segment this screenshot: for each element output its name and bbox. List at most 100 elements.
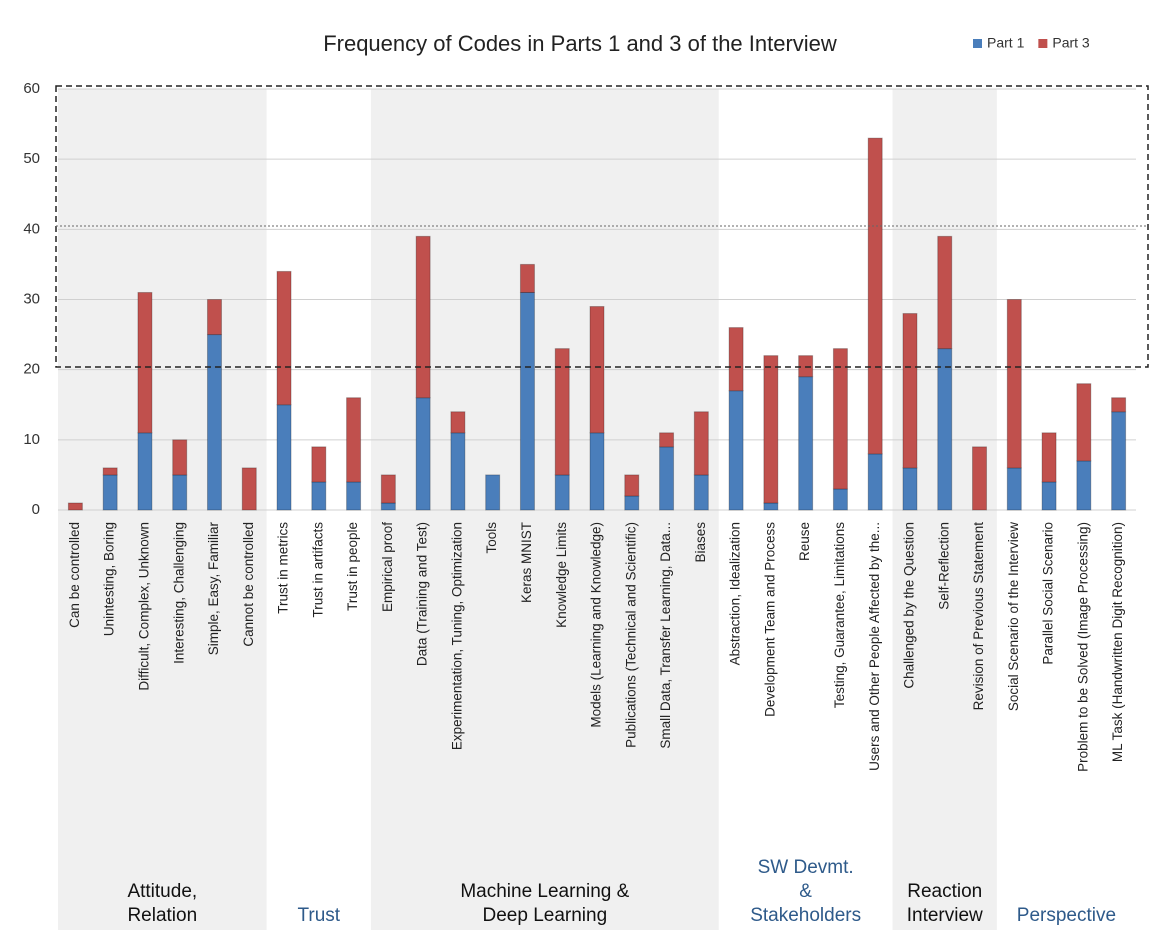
bar-segment bbox=[450, 432, 466, 511]
group-label: Attitude, bbox=[127, 881, 197, 902]
x-tick-label: Simple, Easy, Familiar bbox=[206, 521, 221, 655]
bar-segment bbox=[311, 481, 327, 511]
group-label: Relation bbox=[127, 905, 197, 926]
bar-segment bbox=[832, 488, 848, 511]
bar-segment bbox=[867, 453, 883, 511]
bar-segment bbox=[519, 291, 535, 511]
x-tick-label: Cannot be controlled bbox=[241, 522, 256, 647]
x-tick-label: Tools bbox=[484, 522, 499, 554]
bar-segment bbox=[867, 137, 883, 455]
legend-swatch bbox=[1038, 39, 1048, 48]
y-tick-label: 40 bbox=[23, 220, 40, 237]
bar-segment bbox=[519, 263, 535, 293]
group-label: Interview bbox=[907, 905, 983, 926]
bar-segment bbox=[832, 348, 848, 490]
bar-segment bbox=[798, 355, 814, 378]
legend-label: Part 3 bbox=[1052, 35, 1090, 51]
x-tick-label: Revision of Previous Statement bbox=[971, 522, 986, 711]
group-label: & bbox=[799, 881, 812, 902]
bar-segment bbox=[1111, 411, 1127, 511]
bars bbox=[67, 137, 1127, 511]
bar-segment bbox=[798, 376, 814, 511]
bar-segment bbox=[902, 313, 918, 469]
x-tick-label: Data (Training and Test) bbox=[415, 522, 430, 666]
x-tick-label: Biases bbox=[693, 522, 708, 563]
x-tick-label: Difficult, Complex, Unknown bbox=[136, 522, 151, 691]
bar-segment bbox=[693, 411, 709, 476]
bar-segment bbox=[102, 467, 118, 476]
bar-segment bbox=[1006, 299, 1022, 469]
y-tick-label: 0 bbox=[32, 501, 40, 518]
x-tick-label: Can be controlled bbox=[67, 522, 82, 628]
x-tick-label: Users and Other People Affected by the..… bbox=[867, 522, 882, 771]
y-tick-label: 10 bbox=[23, 431, 40, 448]
bar-segment bbox=[728, 327, 744, 392]
group-label: Stakeholders bbox=[750, 905, 861, 926]
x-tick-label: Interesting, Challenging bbox=[171, 522, 186, 664]
legend: Part 1 Part 3 bbox=[973, 35, 1090, 51]
x-tick-label: Trust in people bbox=[345, 522, 360, 611]
bar-segment bbox=[172, 474, 188, 511]
legend-label: Part 1 bbox=[987, 35, 1025, 51]
bar-segment bbox=[554, 474, 570, 511]
bar-segment bbox=[763, 502, 779, 511]
bar-segment bbox=[1006, 467, 1022, 511]
bar-segment bbox=[728, 390, 744, 511]
bar-segment bbox=[1041, 432, 1057, 483]
x-tick-label: Small Data, Transfer Learning, Data... bbox=[658, 522, 673, 749]
bar-segment bbox=[137, 291, 153, 434]
bar-segment bbox=[624, 474, 640, 497]
x-tick-label: Trust in artifacts bbox=[310, 522, 325, 618]
bar-segment bbox=[589, 432, 605, 511]
x-tick-label: Trust in metrics bbox=[276, 522, 291, 614]
bar-segment bbox=[972, 446, 988, 511]
bar-segment bbox=[415, 397, 431, 511]
bar-segment bbox=[67, 502, 83, 511]
chart-title: Frequency of Codes in Parts 1 and 3 of t… bbox=[323, 31, 837, 56]
group-label: Machine Learning & bbox=[460, 881, 629, 902]
x-tick-label: Publications (Technical and Scientific) bbox=[623, 522, 638, 748]
x-tick-label: Testing, Guarantee, Limitations bbox=[832, 522, 847, 708]
bar-segment bbox=[659, 446, 675, 511]
bar-segment bbox=[380, 474, 396, 504]
x-tick-label: Keras MNIST bbox=[519, 522, 534, 603]
bar-segment bbox=[380, 502, 396, 511]
bar-segment bbox=[346, 481, 362, 511]
x-tick-label: Knowledge Limits bbox=[554, 522, 569, 628]
y-tick-label: 30 bbox=[23, 290, 40, 307]
bar-segment bbox=[485, 474, 501, 511]
bar-segment bbox=[276, 270, 292, 406]
bar-segment bbox=[1041, 481, 1057, 511]
bar-segment bbox=[276, 404, 292, 511]
bar-segment bbox=[1111, 397, 1127, 413]
y-tick-label: 20 bbox=[23, 361, 40, 378]
bar-segment bbox=[937, 235, 953, 350]
x-tick-label: Social Scenario of the Interview bbox=[1006, 522, 1021, 711]
x-tick-label: Problem to be Solved (Image Processing) bbox=[1075, 522, 1090, 772]
bar-segment bbox=[450, 411, 466, 434]
x-tick-label: Empirical proof bbox=[380, 522, 395, 612]
x-tick-label: Models (Learning and Knowledge) bbox=[589, 522, 604, 728]
x-tick-label: Parallel Social Scenario bbox=[1041, 522, 1056, 665]
legend-swatch bbox=[973, 39, 982, 48]
x-tick-label: Reuse bbox=[797, 522, 812, 561]
x-tick-label: Challenged by the Question bbox=[902, 522, 917, 689]
bar-segment bbox=[902, 467, 918, 511]
bar-segment bbox=[241, 467, 257, 511]
group-label: Reaction bbox=[907, 881, 982, 902]
bar-segment bbox=[937, 348, 953, 511]
bar-segment bbox=[659, 432, 675, 448]
x-tick-label: Abstraction, Idealization bbox=[728, 522, 743, 665]
bar-segment bbox=[102, 474, 118, 511]
group-label: SW Devmt. bbox=[758, 857, 854, 878]
bar-segment bbox=[172, 439, 188, 476]
x-tick-label: ML Task (Handwritten Digit Recognition) bbox=[1110, 522, 1125, 762]
bar-segment bbox=[206, 299, 222, 336]
bar-segment bbox=[311, 446, 327, 483]
bar-segment bbox=[693, 474, 709, 511]
x-tick-label: Unintesting, Boring bbox=[102, 522, 117, 636]
bar-segment bbox=[415, 235, 431, 399]
bar-segment bbox=[1076, 383, 1092, 462]
bar-segment bbox=[346, 397, 362, 483]
bar-segment bbox=[137, 432, 153, 511]
